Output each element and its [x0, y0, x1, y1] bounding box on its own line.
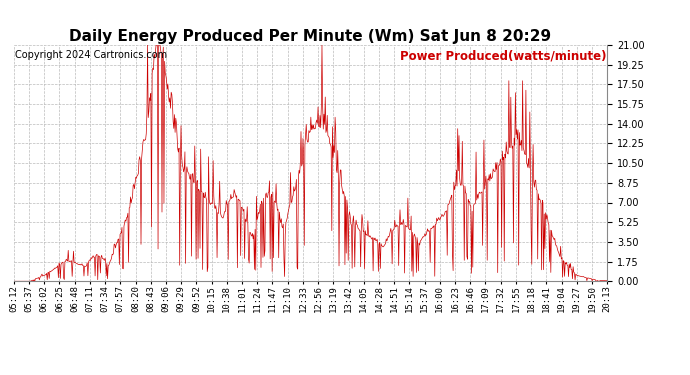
- Text: Copyright 2024 Cartronics.com: Copyright 2024 Cartronics.com: [15, 50, 167, 60]
- Text: Power Produced(watts/minute): Power Produced(watts/minute): [400, 50, 606, 63]
- Title: Daily Energy Produced Per Minute (Wm) Sat Jun 8 20:29: Daily Energy Produced Per Minute (Wm) Sa…: [70, 29, 551, 44]
